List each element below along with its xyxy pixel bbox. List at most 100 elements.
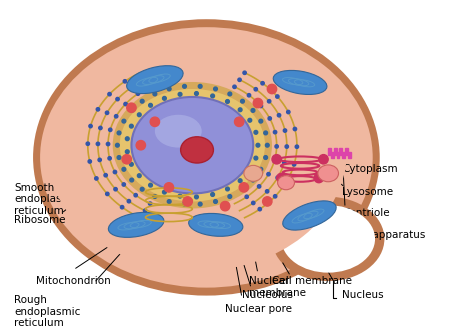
Circle shape (228, 195, 232, 198)
Circle shape (238, 179, 242, 183)
Circle shape (96, 108, 99, 111)
Circle shape (267, 100, 271, 103)
Circle shape (137, 113, 141, 117)
Circle shape (108, 128, 112, 131)
Circle shape (139, 216, 142, 219)
Circle shape (274, 130, 277, 134)
Circle shape (238, 78, 241, 81)
Circle shape (259, 167, 263, 171)
Circle shape (198, 202, 202, 206)
Circle shape (228, 92, 232, 96)
Circle shape (108, 157, 111, 160)
Circle shape (264, 156, 268, 160)
Circle shape (292, 163, 296, 166)
Circle shape (116, 143, 119, 147)
Text: Mitochondrion: Mitochondrion (36, 276, 111, 286)
Ellipse shape (33, 19, 380, 296)
Circle shape (276, 176, 279, 179)
Circle shape (123, 80, 126, 83)
Circle shape (198, 84, 202, 88)
Text: Cytoplasm: Cytoplasm (342, 164, 398, 174)
Circle shape (127, 200, 130, 203)
Circle shape (254, 88, 257, 91)
Circle shape (121, 206, 124, 209)
Bar (331, 152, 334, 158)
Circle shape (105, 111, 109, 115)
Text: Nuclear pore: Nuclear pore (225, 305, 292, 314)
Circle shape (126, 137, 129, 141)
Circle shape (130, 163, 133, 166)
Circle shape (275, 145, 279, 148)
Circle shape (89, 124, 92, 128)
Circle shape (194, 92, 198, 95)
Circle shape (183, 202, 186, 206)
Circle shape (116, 97, 119, 101)
Circle shape (295, 145, 298, 148)
Circle shape (266, 143, 269, 147)
Circle shape (178, 194, 182, 198)
Circle shape (136, 141, 145, 150)
Circle shape (267, 84, 277, 94)
Circle shape (126, 150, 129, 154)
Ellipse shape (189, 213, 243, 236)
Circle shape (253, 98, 263, 108)
Circle shape (254, 156, 258, 160)
Circle shape (277, 173, 286, 183)
Circle shape (114, 187, 117, 191)
Circle shape (283, 161, 286, 164)
Circle shape (130, 124, 133, 128)
Circle shape (211, 193, 215, 196)
Circle shape (220, 202, 230, 211)
Text: Golgi apparatus: Golgi apparatus (342, 229, 426, 240)
Circle shape (319, 155, 328, 164)
Circle shape (104, 173, 108, 177)
Circle shape (164, 183, 174, 192)
Circle shape (140, 99, 144, 103)
Circle shape (122, 167, 126, 171)
Circle shape (287, 110, 290, 114)
Circle shape (248, 94, 251, 97)
Ellipse shape (126, 66, 183, 94)
Ellipse shape (112, 82, 272, 209)
Circle shape (98, 158, 101, 162)
Circle shape (113, 170, 117, 174)
Circle shape (106, 142, 110, 146)
Circle shape (272, 155, 281, 164)
Circle shape (266, 190, 269, 193)
Ellipse shape (283, 201, 336, 230)
Text: Rough
endoplasmic
reticulum: Rough endoplasmic reticulum (14, 295, 81, 328)
Circle shape (257, 185, 261, 188)
Circle shape (108, 92, 111, 96)
Circle shape (214, 200, 217, 204)
Circle shape (267, 172, 270, 176)
Circle shape (137, 174, 141, 177)
Circle shape (245, 195, 248, 199)
Bar (342, 152, 345, 158)
Circle shape (258, 208, 261, 211)
Circle shape (130, 178, 134, 182)
Circle shape (251, 178, 255, 182)
Circle shape (214, 87, 217, 91)
Circle shape (167, 200, 171, 204)
Circle shape (248, 118, 252, 122)
Text: Cell membrane: Cell membrane (272, 276, 352, 286)
Bar (334, 148, 337, 155)
Circle shape (94, 177, 98, 180)
Circle shape (251, 109, 255, 112)
Circle shape (284, 129, 287, 132)
Circle shape (225, 187, 230, 191)
Circle shape (285, 145, 288, 148)
Text: Nuclear
membrane: Nuclear membrane (248, 276, 306, 298)
Circle shape (148, 103, 153, 107)
Circle shape (261, 81, 264, 85)
Ellipse shape (155, 115, 202, 148)
Circle shape (254, 130, 258, 134)
Circle shape (148, 202, 152, 205)
Bar (339, 148, 342, 155)
Circle shape (268, 117, 271, 120)
Ellipse shape (180, 137, 213, 163)
Circle shape (178, 92, 182, 96)
Circle shape (183, 84, 186, 88)
Circle shape (130, 86, 133, 89)
Circle shape (124, 102, 127, 106)
